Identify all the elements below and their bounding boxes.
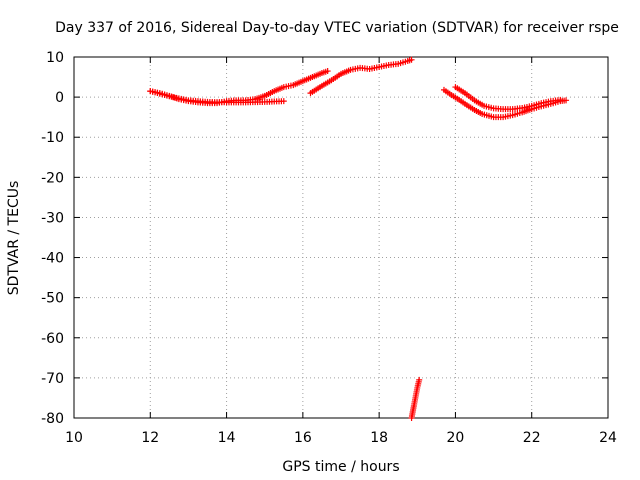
x-tick-label: 18 [370, 430, 388, 446]
data-point [408, 56, 415, 63]
y-tick-label: -70 [41, 371, 64, 387]
x-tick-label: 22 [523, 430, 541, 446]
x-tick-label: 20 [447, 430, 465, 446]
x-tick-label: 16 [294, 430, 312, 446]
x-tick-label: 14 [218, 430, 236, 446]
data-series [452, 84, 564, 113]
y-tick-label: -30 [41, 210, 64, 226]
data-point [324, 68, 331, 75]
data-point [280, 98, 287, 105]
y-tick-label: -40 [41, 251, 64, 267]
y-tick-label: -20 [41, 170, 64, 186]
y-tick-label: -10 [41, 130, 64, 146]
y-tick-label: 10 [46, 50, 64, 66]
chart-title: Day 337 of 2016, Sidereal Day-to-day VTE… [55, 20, 619, 36]
y-tick-label: -50 [41, 291, 64, 307]
data-markers [147, 56, 570, 421]
y-tick-label: -60 [41, 331, 64, 347]
data-series [147, 88, 287, 106]
x-tick-label: 24 [599, 430, 617, 446]
data-point [563, 97, 570, 104]
data-series [408, 376, 423, 421]
y-tick-label: -80 [41, 411, 64, 427]
y-tick-label: 0 [55, 90, 64, 106]
grid [74, 57, 608, 418]
y-axis-label: SDTVAR / TECUs [6, 181, 22, 296]
data-series [440, 86, 570, 121]
plot-frame [73, 56, 609, 419]
x-tick-label: 12 [141, 430, 159, 446]
x-tick-label: 10 [65, 430, 83, 446]
data-point [557, 96, 564, 103]
data-point [416, 376, 423, 383]
x-axis-label: GPS time / hours [282, 459, 399, 475]
axis-ticks: 10 12 14 16 18 20 22 24 10 0 -10 -20 -30 -40 -50 -60 -70… [41, 50, 617, 446]
data-series [307, 56, 415, 97]
